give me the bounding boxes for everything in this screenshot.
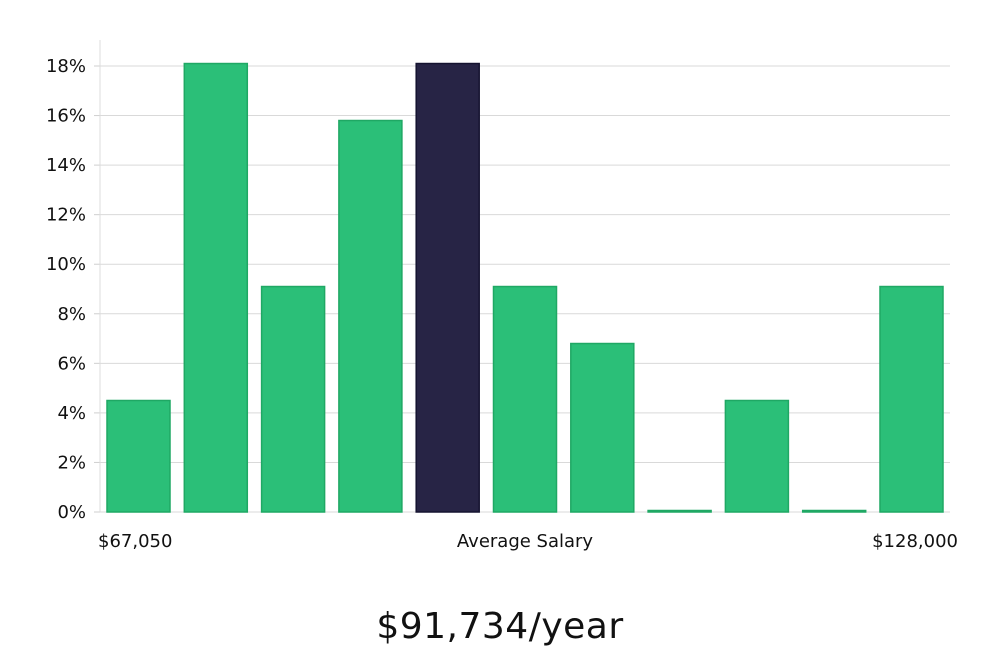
y-tick-label: 0% bbox=[57, 502, 86, 523]
average-salary-value: $91,734/year bbox=[376, 606, 624, 647]
y-tick-label: 10% bbox=[46, 254, 86, 275]
bar[interactable] bbox=[260, 285, 326, 513]
x-min-label: $67,050 bbox=[98, 531, 172, 552]
salary-histogram-chart: 0% 2% 4% 6% 8% 10% 12% 14% 16% 18% $67,050 Average … bbox=[46, 40, 958, 552]
bar[interactable] bbox=[183, 62, 249, 513]
y-tick-label: 8% bbox=[57, 304, 86, 325]
y-tick-label: 18% bbox=[46, 56, 86, 77]
bar[interactable] bbox=[570, 342, 635, 513]
x-max-label: $128,000 bbox=[872, 531, 958, 552]
bar[interactable] bbox=[492, 285, 558, 513]
y-tick-label: 12% bbox=[46, 205, 86, 226]
bar[interactable] bbox=[801, 509, 867, 513]
y-tick-label: 6% bbox=[57, 353, 86, 374]
y-tick-label: 14% bbox=[46, 155, 86, 176]
bar[interactable] bbox=[338, 119, 403, 513]
y-tick-label: 2% bbox=[57, 452, 86, 473]
bar[interactable] bbox=[724, 399, 790, 513]
bar[interactable] bbox=[647, 509, 712, 513]
y-tick-label: 16% bbox=[46, 106, 86, 127]
bar[interactable] bbox=[879, 285, 944, 513]
bar-average-salary[interactable] bbox=[415, 62, 480, 513]
x-axis-title: Average Salary bbox=[457, 531, 594, 552]
y-tick-label: 4% bbox=[57, 403, 86, 424]
bar[interactable] bbox=[106, 399, 171, 513]
